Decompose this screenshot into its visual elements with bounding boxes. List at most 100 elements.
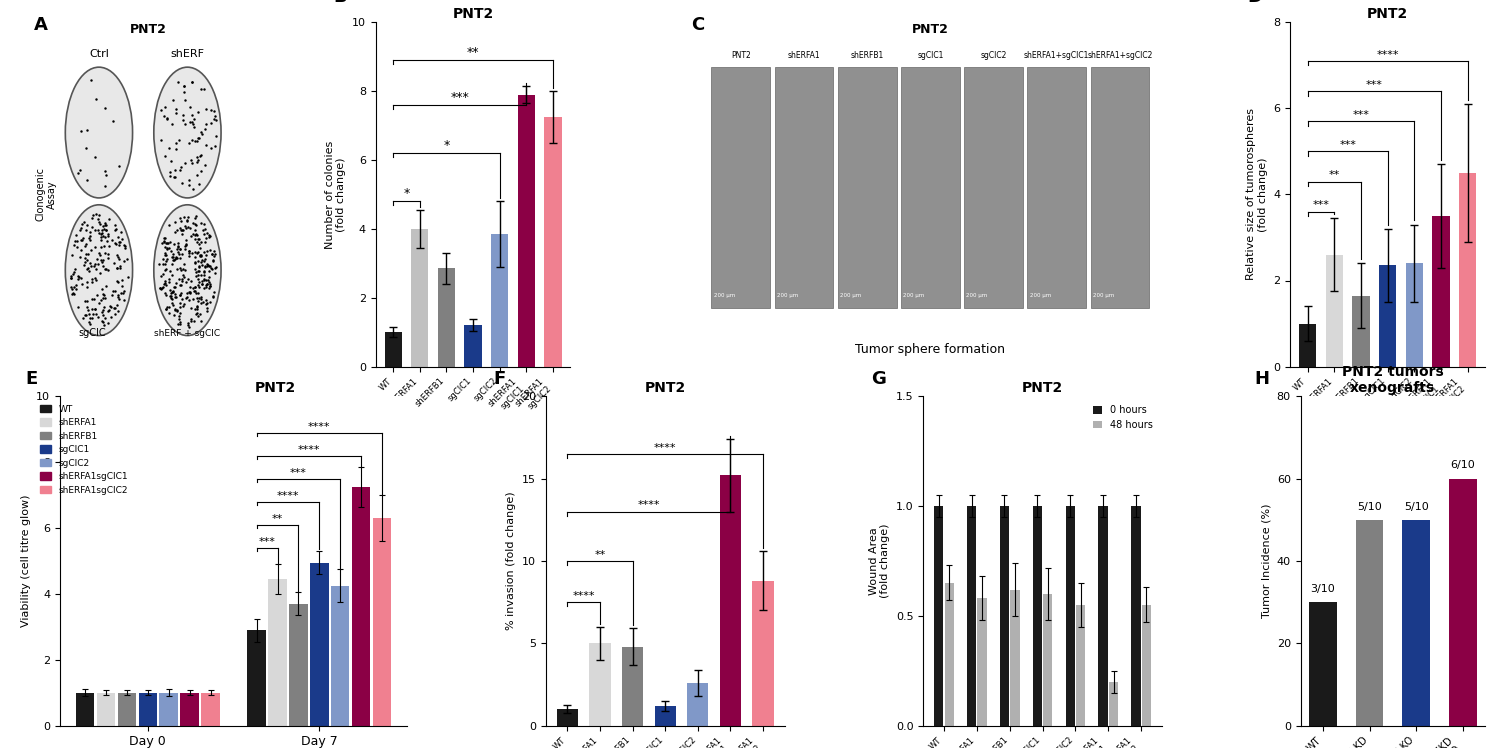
Text: 200 μm: 200 μm <box>714 292 735 298</box>
Text: Ctrl: Ctrl <box>88 49 110 59</box>
Legend: 0 hours, 48 hours: 0 hours, 48 hours <box>1089 401 1156 434</box>
Bar <box>1449 479 1476 726</box>
Text: *: * <box>404 187 410 200</box>
Text: shERFA1: shERFA1 <box>788 52 820 61</box>
Text: E: E <box>26 370 38 388</box>
Bar <box>117 693 136 726</box>
Text: ***: *** <box>450 91 470 104</box>
Title: PNT2: PNT2 <box>1022 381 1064 395</box>
Text: PNT2: PNT2 <box>730 52 750 61</box>
Y-axis label: % invasion (fold change): % invasion (fold change) <box>507 491 516 631</box>
Bar <box>96 693 116 726</box>
Bar <box>934 506 944 726</box>
Text: PNT2: PNT2 <box>912 22 950 36</box>
Bar <box>310 562 328 726</box>
Text: **: ** <box>1329 171 1340 180</box>
Bar <box>544 117 561 367</box>
Bar <box>1098 506 1107 726</box>
Bar <box>1131 506 1140 726</box>
Circle shape <box>154 205 220 336</box>
Bar <box>248 630 266 726</box>
Bar <box>1432 216 1449 367</box>
Bar <box>774 67 834 308</box>
Text: ***: *** <box>258 537 276 547</box>
Bar <box>465 325 482 367</box>
Bar <box>1011 589 1020 726</box>
Bar <box>1108 681 1118 726</box>
Text: sgCIC1: sgCIC1 <box>916 52 944 61</box>
Bar <box>556 709 578 726</box>
Y-axis label: Wound Area
(fold change): Wound Area (fold change) <box>868 524 891 598</box>
Bar <box>1460 173 1476 367</box>
Text: shERFA1+sgCIC2: shERFA1+sgCIC2 <box>1088 52 1152 61</box>
Text: 200 μm: 200 μm <box>777 292 798 298</box>
Circle shape <box>66 67 132 198</box>
Y-axis label: Tumor Incidence (%): Tumor Incidence (%) <box>1262 503 1270 619</box>
Title: PNT2: PNT2 <box>453 7 494 21</box>
Text: G: G <box>870 370 885 388</box>
Text: ***: *** <box>1353 110 1370 120</box>
Text: 200 μm: 200 μm <box>966 292 987 298</box>
Bar <box>384 332 402 367</box>
Bar <box>687 683 708 726</box>
Text: A: A <box>33 16 48 34</box>
Bar <box>1406 263 1423 367</box>
Bar <box>753 580 774 726</box>
Text: ****: **** <box>573 591 596 601</box>
Bar <box>654 706 676 726</box>
Bar <box>837 67 897 308</box>
Text: ****: **** <box>308 422 330 432</box>
Text: 5/10: 5/10 <box>1404 502 1428 512</box>
Bar <box>1378 266 1396 367</box>
Text: shERFA1+sgCIC1: shERFA1+sgCIC1 <box>1024 52 1089 61</box>
Text: *: * <box>444 139 450 152</box>
Bar <box>352 487 370 726</box>
Text: **: ** <box>466 46 480 59</box>
Y-axis label: Viability (cell titre glow): Viability (cell titre glow) <box>21 494 30 628</box>
Bar <box>268 579 286 726</box>
Text: 200 μm: 200 μm <box>1029 292 1051 298</box>
Bar <box>1326 254 1342 367</box>
Text: ****: **** <box>297 445 320 455</box>
Bar <box>1076 605 1086 726</box>
Bar <box>1402 520 1429 726</box>
Bar <box>1353 295 1370 367</box>
Text: sgCIC2: sgCIC2 <box>981 52 1006 61</box>
Text: Clonogenic
Assay: Clonogenic Assay <box>34 168 57 221</box>
Legend: WT, shERFA1, shERFB1, sgCIC1, sgCIC2, shERFA1sgCIC1, shERFA1sgCIC2: WT, shERFA1, shERFB1, sgCIC1, sgCIC2, sh… <box>36 401 132 498</box>
Text: **: ** <box>272 514 284 524</box>
Bar <box>180 693 200 726</box>
Bar <box>1028 67 1086 308</box>
Text: 200 μm: 200 μm <box>903 292 924 298</box>
Text: ****: **** <box>1377 50 1400 60</box>
Bar <box>1310 602 1336 726</box>
Bar <box>902 67 960 308</box>
Text: ****: **** <box>654 443 676 453</box>
Text: D: D <box>1248 0 1263 6</box>
Bar <box>968 506 976 726</box>
Circle shape <box>66 205 132 336</box>
Text: shERF: shERF <box>171 49 204 59</box>
Bar <box>332 586 350 726</box>
Bar <box>374 518 392 726</box>
Text: 5/10: 5/10 <box>1358 502 1382 512</box>
Text: sgCIC: sgCIC <box>78 328 105 337</box>
Bar <box>1142 605 1150 726</box>
Bar <box>290 604 308 726</box>
Title: PNT2: PNT2 <box>255 381 296 395</box>
Text: 200 μm: 200 μm <box>840 292 861 298</box>
Bar <box>1032 506 1042 726</box>
Y-axis label: Relative size of tumorospheres
(fold change): Relative size of tumorospheres (fold cha… <box>1246 108 1268 280</box>
Bar <box>518 95 536 367</box>
Text: ***: *** <box>1340 140 1356 150</box>
Text: 6/10: 6/10 <box>1450 461 1474 470</box>
Bar <box>159 693 178 726</box>
Bar <box>1000 506 1010 726</box>
Title: PNT2: PNT2 <box>1366 7 1408 21</box>
Bar <box>622 646 644 726</box>
Title: PNT2 tumors
xenografts: PNT2 tumors xenografts <box>1342 365 1443 395</box>
Text: ****: **** <box>638 500 660 510</box>
Text: H: H <box>1254 370 1269 388</box>
Text: B: B <box>333 0 346 6</box>
Bar <box>711 67 770 308</box>
